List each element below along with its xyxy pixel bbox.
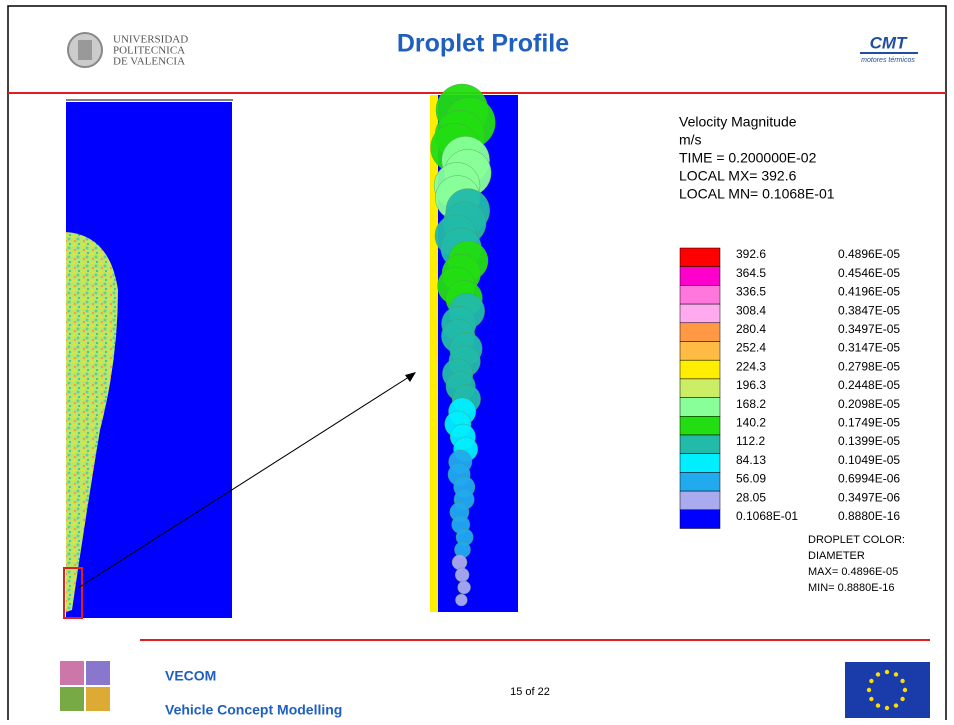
marie-curie-logo <box>60 661 110 711</box>
university-line: UNIVERSIDAD <box>113 34 188 46</box>
legend-swatch <box>679 303 721 324</box>
velocity-label: 308.4 <box>736 303 766 317</box>
eu-star <box>869 696 874 702</box>
legend-swatch <box>679 378 721 398</box>
diameter-label: 0.3497E-06 <box>838 490 900 504</box>
legend: Velocity Magnitude m/s TIME = 0.200000E-02… <box>679 114 905 594</box>
legend-swatch <box>679 472 721 492</box>
eu-star <box>866 687 872 693</box>
legend-swatch <box>679 341 721 361</box>
diameter-label: 0.1399E-05 <box>838 434 900 448</box>
droplet <box>457 580 471 595</box>
droplet-edge <box>430 95 438 612</box>
legend-info: LOCAL MN= 0.1068E-01 <box>679 186 835 202</box>
diameter-label: 0.3497E-05 <box>838 322 900 336</box>
legend-swatch <box>679 247 721 267</box>
eu-star <box>869 678 874 684</box>
velocity-label: 392.6 <box>736 247 766 261</box>
eu-star <box>902 687 908 693</box>
page-number: 15 of 22 <box>510 686 550 698</box>
droplet-color-note: MIN= 0.8880E-16 <box>808 582 895 594</box>
droplet <box>454 567 470 583</box>
velocity-label: 280.4 <box>736 322 766 336</box>
eu-star <box>893 703 899 708</box>
eu-star <box>893 672 899 677</box>
slide-title: Droplet Profile <box>397 30 569 58</box>
eu-star <box>875 672 881 677</box>
diameter-label: 0.4896E-05 <box>838 247 900 261</box>
eu-flag <box>845 662 930 718</box>
diameter-label: 0.3847E-05 <box>838 303 900 317</box>
droplet-color-note: DROPLET COLOR: <box>808 534 905 546</box>
zoom-arrow <box>77 374 413 589</box>
legend-swatch <box>679 359 721 380</box>
diameter-label: 0.2448E-05 <box>838 378 900 392</box>
diameter-label: 0.8880E-16 <box>838 509 900 523</box>
legend-swatch <box>679 266 721 286</box>
diameter-label: 0.3147E-05 <box>838 341 900 355</box>
velocity-label: 224.3 <box>736 359 766 373</box>
legend-swatch <box>679 416 721 436</box>
velocity-label: 0.1068E-01 <box>736 509 798 523</box>
project: VECOM <box>165 668 216 684</box>
legend-swatch <box>679 434 721 454</box>
project-name: Vehicle Concept Modelling <box>165 702 342 718</box>
legend-info: LOCAL MX= 392.6 <box>679 168 797 184</box>
legend-info: m/s <box>679 132 702 148</box>
legend-info: TIME = 0.200000E-02 <box>679 150 817 166</box>
velocity-label: 252.4 <box>736 341 766 355</box>
diameter-label: 0.1749E-05 <box>838 415 900 429</box>
diameter-label: 0.1049E-05 <box>838 453 900 467</box>
eu-star <box>884 669 890 675</box>
legend-swatch <box>679 322 721 342</box>
diameter-label: 0.6994E-06 <box>838 472 900 486</box>
droplet-column <box>430 83 496 612</box>
diameter-label: 0.2098E-05 <box>838 397 900 411</box>
eu-star <box>900 696 905 702</box>
diameter-label: 0.4546E-05 <box>838 266 900 280</box>
diameter-label: 0.2798E-05 <box>838 359 900 373</box>
legend-info: Velocity Magnitude <box>679 114 797 130</box>
legend-swatch <box>679 490 721 511</box>
arrow-head <box>405 372 416 382</box>
university-logo <box>67 32 103 68</box>
velocity-label: 56.09 <box>736 472 766 486</box>
velocity-label: 196.3 <box>736 378 766 392</box>
velocity-label: 112.2 <box>736 434 765 448</box>
droplet-color-note: DIAMETER <box>808 550 865 562</box>
velocity-label: 364.5 <box>736 266 766 280</box>
velocity-label: 168.2 <box>736 397 766 411</box>
cmt-logo: CMT <box>870 33 908 52</box>
droplet <box>455 593 468 607</box>
cmt-caption: motores térmicos <box>861 57 915 64</box>
eu-star <box>875 703 881 708</box>
zoom-box <box>63 567 83 619</box>
velocity-label: 336.5 <box>736 285 766 299</box>
university-line: DE VALENCIA <box>113 56 185 68</box>
eu-star <box>884 705 890 711</box>
slide-frame <box>7 5 947 725</box>
velocity-label: 84.13 <box>736 453 766 467</box>
diameter-label: 0.4196E-05 <box>838 285 900 299</box>
legend-swatch <box>679 509 721 529</box>
spray-plume <box>66 232 118 612</box>
legend-swatch <box>679 453 721 473</box>
legend-swatch <box>679 397 721 417</box>
university-line: POLITECNICA <box>113 45 185 57</box>
velocity-label: 140.2 <box>736 415 766 429</box>
eu-star <box>900 678 905 684</box>
velocity-label: 28.05 <box>736 490 766 504</box>
droplet <box>451 554 468 571</box>
droplet-color-note: MAX= 0.4896E-05 <box>808 566 898 578</box>
legend-swatch <box>679 285 721 305</box>
